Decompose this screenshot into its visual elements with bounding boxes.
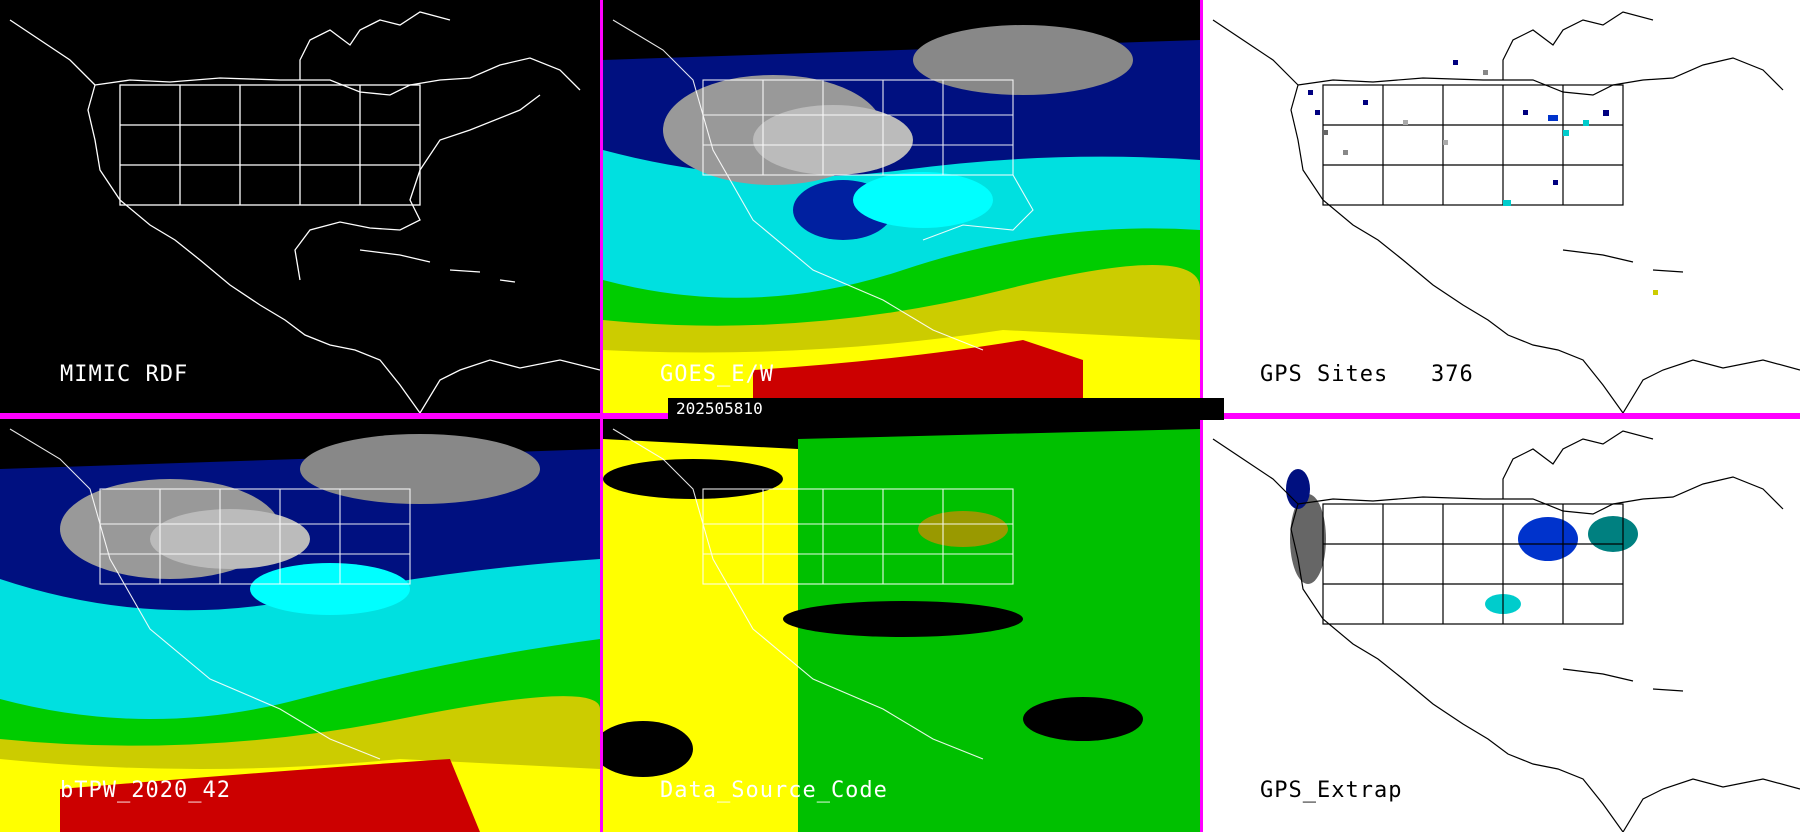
gps-sites-count: 376 (1430, 362, 1474, 387)
data-source-panel: Data_Source_Code (603, 419, 1200, 832)
panel-label: bTPW_2020_42 (60, 778, 231, 803)
mimic-rdf-panel: MIMIC RDF (0, 0, 600, 413)
tpw-blended-map (0, 419, 600, 832)
gps-site-markers (1308, 60, 1658, 295)
timestamp-label: 202505810 (668, 398, 1224, 420)
gps-extrap-map (1212, 430, 1800, 832)
gps-sites-map (1212, 11, 1800, 413)
gps-sites-label: GPS Sites (1260, 362, 1389, 387)
gps-sites-panel: GPS Sites 376 (1203, 0, 1800, 413)
panel-label: GPS_Extrap (1260, 778, 1403, 803)
panel-label: GOES_E/W (660, 362, 774, 387)
panel-label: MIMIC RDF (60, 362, 189, 387)
panel-label: Data_Source_Code (660, 778, 888, 803)
gps-extrap-panel: GPS_Extrap (1203, 419, 1800, 832)
btpw-panel: bTPW_2020_42 (0, 419, 600, 832)
panel-label: GPS Sites 376 (1260, 362, 1474, 387)
tpw-satellite-map (603, 0, 1200, 413)
goes-panel: GOES_E/W (603, 0, 1200, 413)
data-source-map (603, 419, 1200, 832)
map-outline (9, 11, 600, 413)
